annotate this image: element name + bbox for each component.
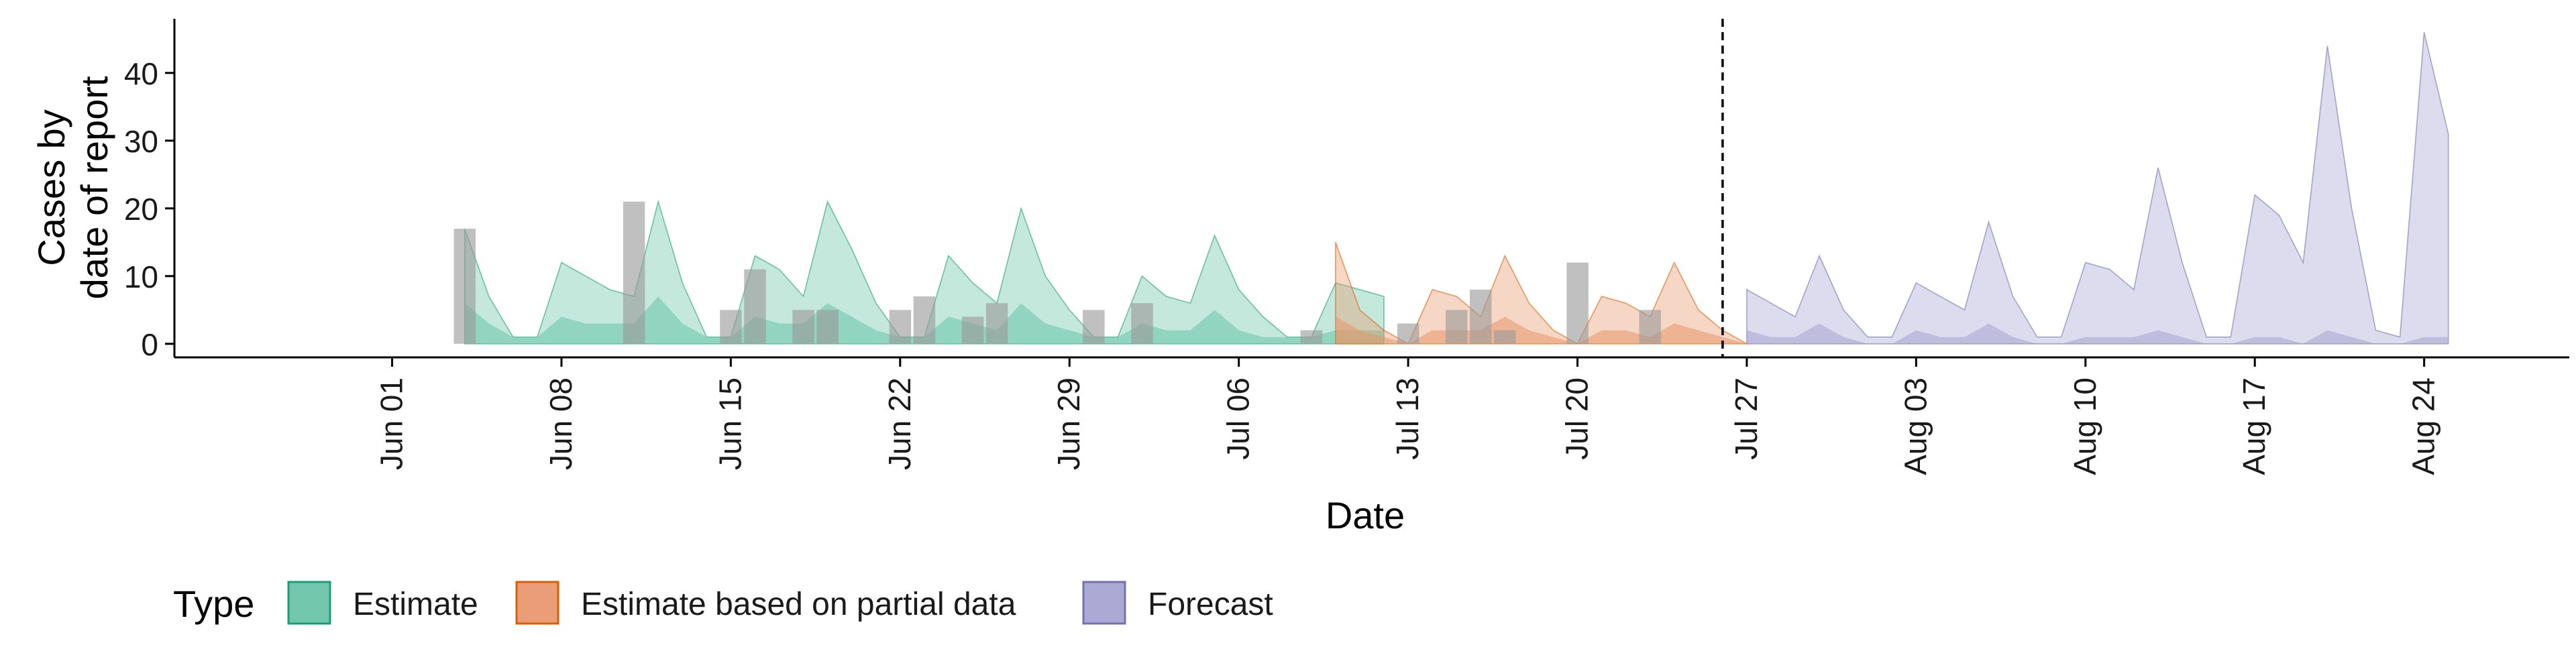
legend: Type Estimate Estimate based on partial da… xyxy=(173,581,1273,625)
x-tick-label: Jun 22 xyxy=(882,377,917,470)
observed-case-bar xyxy=(961,316,984,344)
observed-case-bar xyxy=(985,303,1008,344)
y-axis-title-line: Cases by xyxy=(30,109,72,266)
observed-case-bar xyxy=(744,269,766,344)
x-tick-label: Aug 10 xyxy=(2068,377,2102,475)
x-tick-label: Aug 17 xyxy=(2237,377,2271,475)
x-tick-label: Jul 13 xyxy=(1390,377,1425,460)
y-tick-label: 0 xyxy=(141,327,158,362)
y-tick-label: 40 xyxy=(124,56,158,91)
observed-case-bar xyxy=(816,310,839,344)
axes-layer: 0 10 20 30 40 Jun 01 Jun 08 Jun 15 Jun 22 Jun 29 J… xyxy=(30,19,2569,536)
x-tick-label: Jun 01 xyxy=(374,377,409,470)
observed-case-bar xyxy=(453,229,476,344)
observed-case-bar xyxy=(623,201,645,344)
observed-case-bar xyxy=(1397,323,1419,344)
observed-case-bar xyxy=(1639,310,1661,344)
legend-key-estimate-based-on-partial-data xyxy=(515,581,559,625)
observed-bars-layer xyxy=(453,201,1661,344)
x-tick-label: Jun 29 xyxy=(1051,377,1086,470)
y-tick-label: 10 xyxy=(124,259,158,294)
observed-case-bar xyxy=(1470,290,1492,344)
x-tick-label: Aug 03 xyxy=(1898,377,1933,475)
observed-case-bar xyxy=(1494,330,1516,344)
observed-case-bar xyxy=(913,296,936,344)
x-tick-label: Jul 27 xyxy=(1729,377,1764,460)
y-tick-label: 30 xyxy=(124,124,158,159)
observed-case-bar xyxy=(1566,262,1589,344)
x-axis-title: Date xyxy=(1326,494,1405,536)
observed-case-bar xyxy=(1446,310,1468,344)
forecast-inner-band xyxy=(1746,323,2449,344)
x-tick-label: Aug 24 xyxy=(2406,377,2441,475)
observed-case-bar xyxy=(792,310,814,344)
x-tick-label: Jun 15 xyxy=(712,377,747,470)
estimate-inner-band xyxy=(464,296,1385,344)
y-axis-title: Cases by date of report xyxy=(30,76,115,300)
legend-label: Estimate based on partial data xyxy=(581,587,1016,622)
x-tick-label: Jun 08 xyxy=(543,377,578,470)
y-axis-title-line: date of report xyxy=(73,76,115,300)
observed-case-bar xyxy=(720,310,742,344)
observed-case-bar xyxy=(1083,310,1105,344)
legend-label: Forecast xyxy=(1148,587,1273,622)
legend-label: Estimate xyxy=(353,587,478,622)
observed-case-bar xyxy=(889,310,912,344)
legend-key-estimate xyxy=(287,581,331,625)
forecast-outer-band xyxy=(1746,32,2449,345)
x-tick-label: Jul 06 xyxy=(1221,377,1256,460)
estimate-outer-band xyxy=(464,199,1385,345)
observed-case-bar xyxy=(1300,330,1323,344)
legend-title: Type xyxy=(173,583,254,625)
legend-key-forecast xyxy=(1082,581,1126,625)
x-tick-label: Jul 20 xyxy=(1560,377,1595,460)
observed-case-bar xyxy=(1131,303,1153,344)
y-tick-label: 20 xyxy=(124,192,158,227)
